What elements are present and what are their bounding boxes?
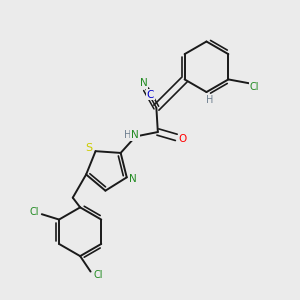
Text: N: N — [131, 130, 139, 140]
Text: H: H — [124, 130, 131, 140]
Text: H: H — [206, 95, 213, 105]
Text: Cl: Cl — [29, 207, 38, 217]
Text: N: N — [140, 78, 148, 88]
Text: O: O — [179, 134, 187, 144]
Text: Cl: Cl — [250, 82, 259, 92]
Text: C: C — [147, 90, 154, 100]
Text: S: S — [85, 143, 93, 153]
Text: N: N — [129, 174, 137, 184]
Text: Cl: Cl — [94, 270, 103, 280]
